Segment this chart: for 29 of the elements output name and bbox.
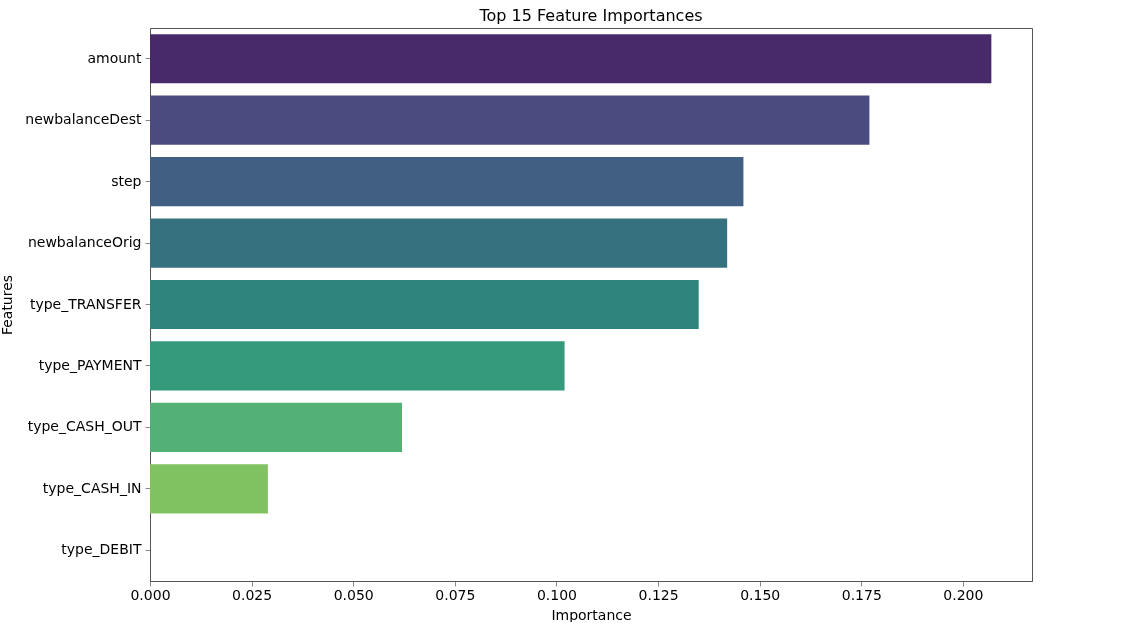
bar: [150, 464, 268, 514]
x-tick-label: 0.150: [740, 586, 781, 603]
x-tick-label: 0.025: [232, 586, 273, 603]
y-tick-label: type_CASH_IN: [42, 479, 142, 496]
bar: [150, 279, 699, 330]
x-tick-label: 0.050: [333, 586, 374, 603]
x-tick-label: 0.100: [536, 586, 577, 603]
bar: [150, 34, 992, 84]
y-tick-label: newbalanceOrig: [27, 234, 142, 251]
y-tick-label: type_CASH_OUT: [27, 418, 142, 435]
chart-title: Top 15 Feature Importances: [478, 6, 703, 25]
x-tick-label: 0.175: [841, 586, 882, 603]
y-axis-title: Features: [0, 274, 16, 336]
x-tick-label: 0.075: [435, 586, 476, 603]
x-tick-label: 0.000: [130, 586, 171, 603]
x-tick-label: 0.125: [638, 586, 679, 603]
y-tick-label: type_PAYMENT: [38, 356, 142, 373]
bar: [150, 341, 565, 391]
y-tick-label: type_DEBIT: [61, 541, 142, 558]
bar: [150, 218, 728, 268]
x-tick-label: 0.200: [943, 586, 984, 603]
y-tick-label: amount: [87, 49, 142, 66]
y-tick-label: newbalanceDest: [25, 111, 143, 128]
bar: [150, 157, 744, 207]
y-tick-label: type_TRANSFER: [29, 295, 142, 312]
bar: [150, 95, 870, 145]
x-axis-title: Importance: [551, 606, 632, 623]
bar: [150, 402, 402, 452]
y-tick-label: step: [111, 172, 142, 189]
